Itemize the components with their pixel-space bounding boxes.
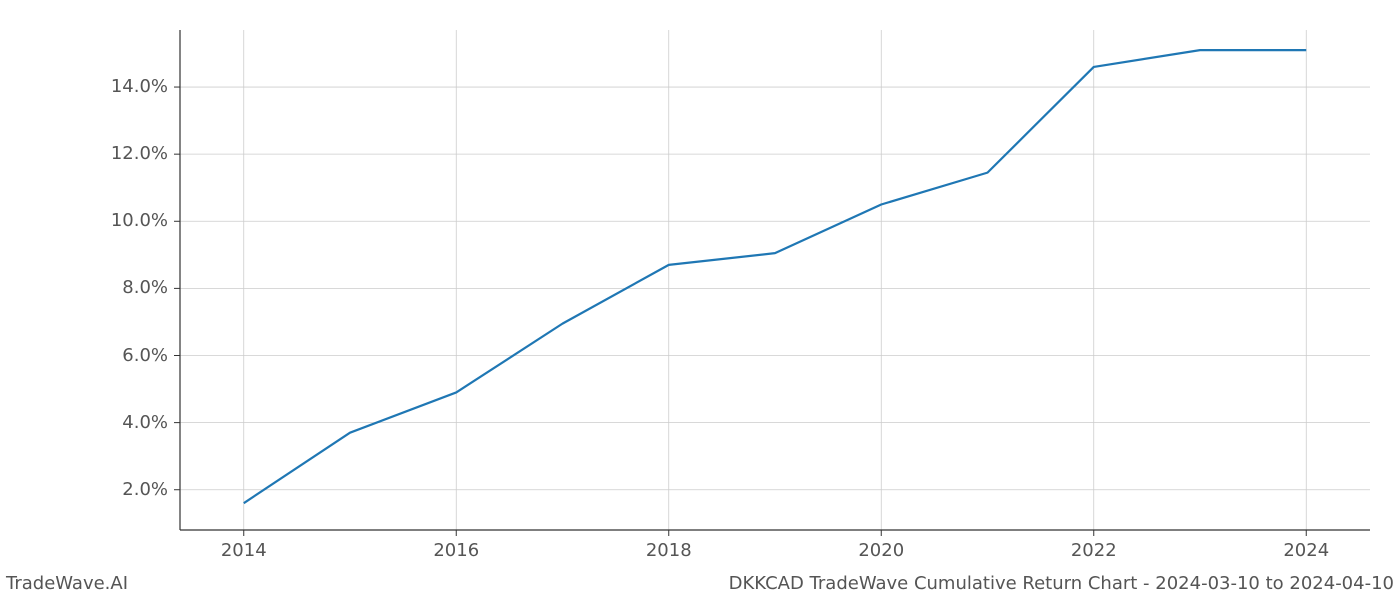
x-tick-label: 2016: [433, 540, 479, 561]
footer-brand: TradeWave.AI: [6, 573, 128, 594]
y-tick-label: 6.0%: [122, 345, 168, 366]
x-tick-label: 2018: [646, 540, 692, 561]
x-tick-label: 2014: [221, 540, 267, 561]
data-line: [244, 50, 1307, 503]
x-tick-label: 2024: [1283, 540, 1329, 561]
y-tick-label: 14.0%: [111, 76, 168, 97]
x-tick-label: 2022: [1071, 540, 1117, 561]
y-tick-label: 2.0%: [122, 479, 168, 500]
footer-title: DKKCAD TradeWave Cumulative Return Chart…: [729, 573, 1394, 594]
chart-container: 2014 2016 2018 2020 2022 2024 2.0% 4.0% 6.0% 8.0%…: [0, 0, 1400, 600]
y-tick-label: 8.0%: [122, 277, 168, 298]
y-tick-label: 12.0%: [111, 143, 168, 164]
x-tick-label: 2020: [858, 540, 904, 561]
y-tick-label: 10.0%: [111, 210, 168, 231]
line-chart: [0, 0, 1400, 600]
y-tick-label: 4.0%: [122, 412, 168, 433]
